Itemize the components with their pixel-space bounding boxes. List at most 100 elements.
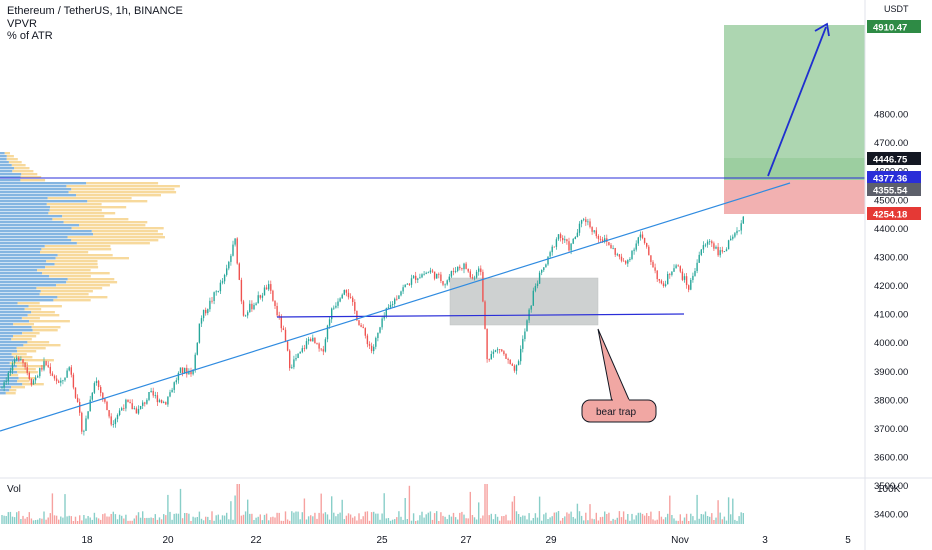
candle-body <box>87 411 89 419</box>
candle-body <box>436 273 438 279</box>
volume-bar <box>314 512 316 524</box>
volume-bar <box>223 515 226 524</box>
candle-body <box>683 276 686 280</box>
volume-bar <box>349 514 352 524</box>
candle-body <box>389 304 392 308</box>
candle-body <box>106 401 108 411</box>
candle-body <box>177 372 180 381</box>
volume-bar <box>9 511 12 524</box>
candle-body <box>614 248 616 255</box>
volume-bar <box>305 519 308 524</box>
volume-bar <box>730 514 732 524</box>
volume-bar <box>76 521 79 524</box>
candle-body <box>656 270 658 280</box>
candle-body <box>213 292 215 301</box>
volume-bar <box>228 519 230 524</box>
volume-bar <box>324 512 327 524</box>
vp-bar-up <box>0 266 46 269</box>
volume-bar <box>589 504 591 524</box>
price-tag-last <box>867 152 921 165</box>
volume-bar <box>299 519 301 524</box>
candle-body <box>627 260 629 264</box>
vp-bar-up <box>0 305 29 308</box>
candle-body <box>337 301 339 306</box>
y-tick-label: 3400.00 <box>874 510 908 521</box>
candle-body <box>58 381 60 383</box>
volume-bar <box>656 519 658 524</box>
candle-body <box>7 372 9 381</box>
volume-bar <box>471 515 474 524</box>
volume-bar <box>286 519 289 524</box>
volume-bar <box>358 513 360 524</box>
volume-bar <box>566 512 568 524</box>
price-tag-entry <box>867 183 921 196</box>
volume-bar <box>16 512 18 524</box>
time-axis[interactable]: 18 20 22 25 27 29 Nov 3 5 <box>81 535 851 546</box>
volume-bar <box>499 520 501 524</box>
price-tag-stop <box>867 207 921 220</box>
candle-body <box>604 238 606 242</box>
vp-bar-down <box>20 176 42 179</box>
indicator-vpvr[interactable]: VPVR <box>7 17 37 30</box>
vp-bar-down <box>40 290 93 293</box>
volume-bar <box>482 515 484 524</box>
candle-body <box>669 274 671 275</box>
vp-bar-up <box>0 383 23 386</box>
candle-body <box>16 357 18 360</box>
candle-body <box>467 268 469 272</box>
candle-body <box>37 376 39 378</box>
volume-bar <box>671 515 673 524</box>
vp-bar-up <box>0 389 10 392</box>
candle-body <box>83 430 85 432</box>
price-tag-label: 4446.75 <box>873 155 908 166</box>
bear-trap-label: bear trap <box>596 407 636 418</box>
candle-body <box>545 264 547 268</box>
candle-body <box>352 297 354 302</box>
y-tick-label: 3700.00 <box>874 424 908 435</box>
candle-body <box>433 271 436 279</box>
indicator-atr[interactable]: % of ATR <box>7 30 53 42</box>
volume-bar <box>341 499 343 524</box>
volume-bar <box>255 517 257 524</box>
candle-body <box>295 358 297 360</box>
candle-body <box>196 342 198 355</box>
volume-bar <box>536 517 539 524</box>
vp-bar-down <box>71 188 175 191</box>
volume-bar <box>421 511 423 524</box>
vp-bar-up <box>0 197 48 200</box>
candle-body <box>331 308 333 320</box>
vp-bar-up <box>0 320 30 323</box>
candle-body <box>402 287 404 292</box>
candle-body <box>448 276 450 281</box>
volume-bar <box>696 494 698 524</box>
candle-body <box>268 284 270 290</box>
candle-body <box>360 325 362 327</box>
volume-bar <box>652 519 654 524</box>
candle-body <box>480 268 482 272</box>
volume-bar <box>335 516 337 524</box>
volume-bar <box>494 514 497 524</box>
vp-bar-up <box>0 158 7 161</box>
vp-bar-down <box>91 230 158 233</box>
volume-label[interactable]: Vol <box>7 484 21 495</box>
volume-bar <box>507 520 509 524</box>
volume-bar <box>515 511 518 524</box>
candle-body <box>116 415 119 420</box>
candle-body <box>163 402 165 403</box>
volume-bar <box>158 517 161 524</box>
volume-bar <box>417 520 419 524</box>
candle-body <box>406 283 408 285</box>
candle-body <box>118 410 121 415</box>
volume-bar <box>265 513 268 524</box>
candle-body <box>5 380 7 383</box>
volume-bar <box>196 517 198 524</box>
price-axis[interactable]: 3400.00 3500.00 3600.00 3700.00 3800.00 3900.… <box>874 110 908 521</box>
vp-bar-up <box>0 386 11 389</box>
candle-body <box>723 251 726 252</box>
volume-bar <box>282 520 285 524</box>
symbol-title[interactable]: Ethereum / TetherUS, 1h, BINANCE <box>7 5 183 17</box>
candle-body <box>148 392 150 400</box>
candle-body <box>123 408 125 409</box>
